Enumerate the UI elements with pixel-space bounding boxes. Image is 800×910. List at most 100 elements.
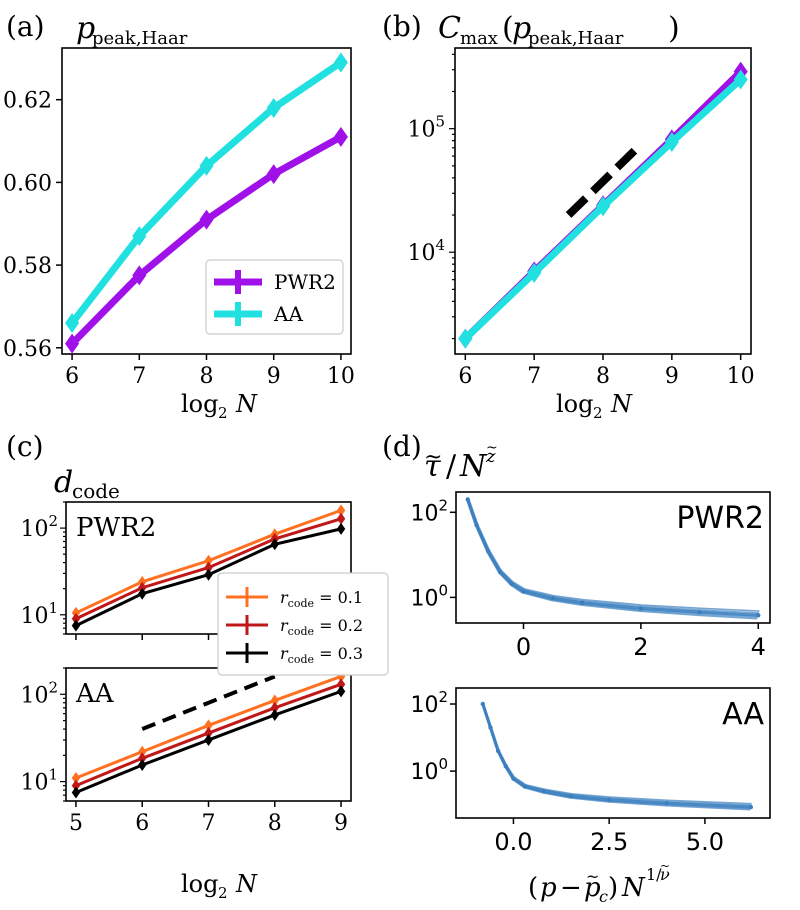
panel-d-xlabel: ( p − p ~ c ) N 1/ ν ~ (528, 859, 670, 906)
legend-label-pwr2: PWR2 (274, 270, 336, 294)
svg-text:(: ( (502, 11, 514, 46)
data-point-aa (266, 97, 281, 118)
collapsed-data-curve (482, 703, 752, 805)
data-point (664, 801, 669, 806)
panel-a-xlabel: log 2 N (181, 390, 258, 422)
x-tick-label: 9 (334, 811, 348, 836)
svg-text:N: N (235, 390, 258, 418)
svg-text:N: N (235, 870, 258, 898)
svg-text:p: p (540, 873, 557, 903)
data-point (697, 609, 702, 615)
collapsed-data-curve (482, 703, 752, 806)
svg-text:2: 2 (593, 404, 603, 422)
collapsed-data-curve (481, 703, 751, 811)
svg-text:~: ~ (424, 445, 442, 470)
data-point-r1 (336, 504, 346, 517)
panel-label-b: (b) (382, 10, 422, 43)
legend-a: PWR2 AA (205, 259, 344, 335)
svg-text:): ) (668, 11, 680, 46)
data-point (541, 789, 547, 794)
svg-text:p: p (512, 11, 531, 46)
y-tick-label: 102 (20, 678, 58, 708)
svg-text:~: ~ (486, 440, 498, 456)
x-tick-label: 9 (665, 364, 679, 389)
y-tick-label: 0.56 (3, 337, 52, 362)
x-tick-label: 2 (633, 633, 648, 661)
y-tick-label: 102 (410, 688, 448, 718)
panel-label-a: (a) (6, 10, 45, 43)
y-tick-label: 104 (407, 236, 445, 266)
svg-text:2: 2 (218, 404, 228, 422)
data-point-r2 (138, 752, 147, 765)
svg-text:log: log (181, 870, 219, 898)
svg-text:τ: τ (424, 449, 441, 484)
data-point-r2 (71, 612, 81, 625)
data-point (521, 588, 526, 594)
data-point (503, 763, 508, 769)
panel-d-top-frame (455, 491, 771, 624)
x-tick-label: 8 (268, 811, 282, 836)
panel-c-title: d code (54, 465, 120, 503)
panel-b-xlabel: log 2 N (556, 390, 633, 422)
svg-text:max: max (460, 28, 498, 49)
data-point-pwr2 (333, 126, 348, 147)
svg-text:2: 2 (218, 884, 228, 902)
svg-text:ν: ν (660, 865, 670, 884)
scaling-guide-line (565, 144, 641, 218)
svg-text:N: N (621, 873, 646, 903)
data-point-r3 (336, 522, 346, 535)
legend-label-aa: AA (273, 302, 303, 326)
svg-text:code: code (72, 479, 120, 503)
data-point-aa (333, 52, 348, 73)
collapsed-data-curve (481, 703, 751, 810)
data-point-pwr2 (65, 333, 80, 354)
data-point-r1 (204, 554, 213, 567)
data-point (495, 748, 501, 754)
panel-a-chart: 6 7 8 9 10 0.56 0.58 0.60 0.62 (3, 47, 355, 389)
x-tick-label: 4 (751, 633, 766, 661)
data-point-pwr2 (199, 209, 214, 230)
y-tick-label: 100 (410, 755, 448, 785)
svg-text:z: z (485, 446, 496, 467)
data-point (748, 804, 754, 810)
data-point-r3 (270, 708, 279, 721)
data-point (756, 613, 761, 618)
svg-text:p: p (76, 11, 95, 46)
scaling-guide-line (141, 674, 276, 731)
panel-b-chart: 6 7 8 9 10 104 105 (407, 47, 755, 389)
subplot-label: PWR2 (676, 501, 764, 536)
data-point (550, 596, 556, 601)
x-tick-label: 6 (135, 811, 149, 836)
data-point-r3 (71, 619, 81, 632)
collapsed-data-curve (481, 703, 751, 809)
data-point-r2 (270, 701, 279, 714)
data-point-r3 (336, 685, 346, 698)
svg-text:log: log (181, 390, 219, 418)
data-point-r2 (71, 779, 81, 792)
data-point-r3 (204, 568, 213, 581)
data-point-aa (733, 69, 748, 90)
data-point (638, 606, 644, 611)
panel-d-top-chart: 100 102 0 2 4 PWR2 (410, 491, 771, 661)
svg-text:N: N (610, 390, 633, 418)
svg-text:/: / (446, 449, 457, 484)
x-tick-label: 7 (527, 364, 541, 389)
subplot-label: AA (75, 679, 115, 709)
y-tick-label: 102 (410, 496, 448, 526)
data-point-aa (664, 132, 679, 153)
x-tick-label: 7 (202, 811, 216, 836)
data-point-r2 (336, 512, 346, 525)
panel-d-bottom-frame (455, 687, 771, 819)
svg-text:log: log (556, 390, 594, 418)
svg-text:~: ~ (660, 859, 670, 873)
data-point (568, 793, 574, 799)
data-point-aa (527, 262, 542, 283)
panel-label-d: (d) (382, 430, 422, 463)
data-point-r3 (71, 786, 81, 799)
x-tick-label: 2.5 (590, 828, 628, 856)
y-tick-label: 0.60 (3, 171, 52, 196)
legend-label-r2: rcode = 0.2 (280, 616, 363, 638)
svg-text:p: p (584, 873, 601, 903)
legend-label-r1: rcode = 0.1 (280, 588, 363, 610)
